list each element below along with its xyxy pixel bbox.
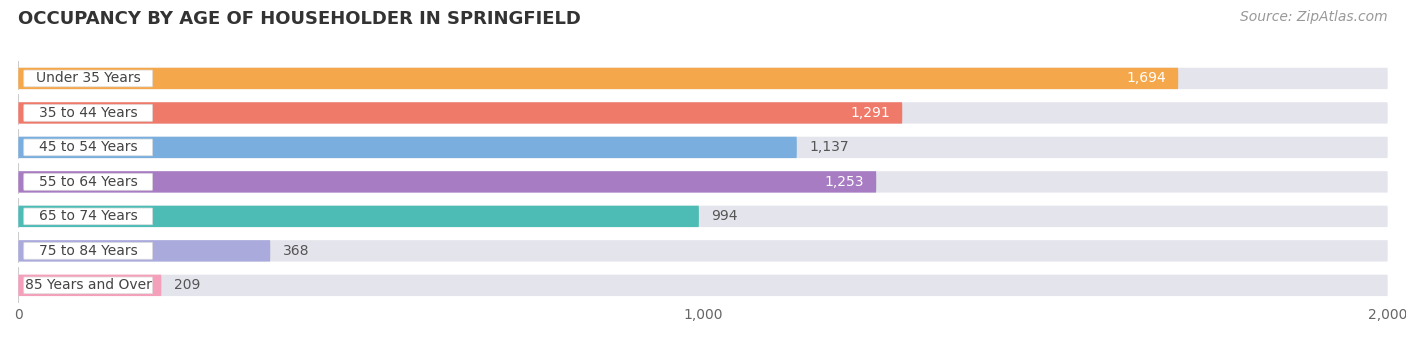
FancyBboxPatch shape — [18, 171, 1388, 192]
FancyBboxPatch shape — [18, 137, 797, 158]
FancyBboxPatch shape — [18, 206, 1388, 227]
Text: OCCUPANCY BY AGE OF HOUSEHOLDER IN SPRINGFIELD: OCCUPANCY BY AGE OF HOUSEHOLDER IN SPRIN… — [18, 10, 581, 28]
FancyBboxPatch shape — [18, 240, 1388, 261]
Text: 75 to 84 Years: 75 to 84 Years — [39, 244, 138, 258]
FancyBboxPatch shape — [18, 275, 1388, 296]
FancyBboxPatch shape — [18, 102, 903, 124]
FancyBboxPatch shape — [18, 275, 162, 296]
FancyBboxPatch shape — [18, 68, 1178, 89]
Text: 209: 209 — [174, 278, 200, 292]
FancyBboxPatch shape — [18, 102, 1388, 124]
FancyBboxPatch shape — [24, 139, 152, 156]
Text: 1,253: 1,253 — [824, 175, 863, 189]
FancyBboxPatch shape — [18, 171, 876, 192]
Text: 994: 994 — [711, 209, 738, 223]
Text: Source: ZipAtlas.com: Source: ZipAtlas.com — [1240, 10, 1388, 24]
FancyBboxPatch shape — [24, 242, 152, 259]
Text: 1,694: 1,694 — [1126, 71, 1166, 85]
Text: 368: 368 — [283, 244, 309, 258]
FancyBboxPatch shape — [24, 173, 152, 190]
Text: 45 to 54 Years: 45 to 54 Years — [39, 140, 138, 154]
FancyBboxPatch shape — [18, 68, 1388, 89]
FancyBboxPatch shape — [18, 206, 699, 227]
FancyBboxPatch shape — [24, 70, 152, 87]
FancyBboxPatch shape — [18, 240, 270, 261]
Text: 65 to 74 Years: 65 to 74 Years — [39, 209, 138, 223]
Text: 1,137: 1,137 — [808, 140, 849, 154]
FancyBboxPatch shape — [18, 137, 1388, 158]
Text: 1,291: 1,291 — [851, 106, 890, 120]
Text: 55 to 64 Years: 55 to 64 Years — [39, 175, 138, 189]
FancyBboxPatch shape — [24, 105, 152, 121]
Text: 85 Years and Over: 85 Years and Over — [25, 278, 152, 292]
Text: 35 to 44 Years: 35 to 44 Years — [39, 106, 138, 120]
FancyBboxPatch shape — [24, 208, 152, 225]
Text: Under 35 Years: Under 35 Years — [35, 71, 141, 85]
FancyBboxPatch shape — [24, 277, 152, 294]
